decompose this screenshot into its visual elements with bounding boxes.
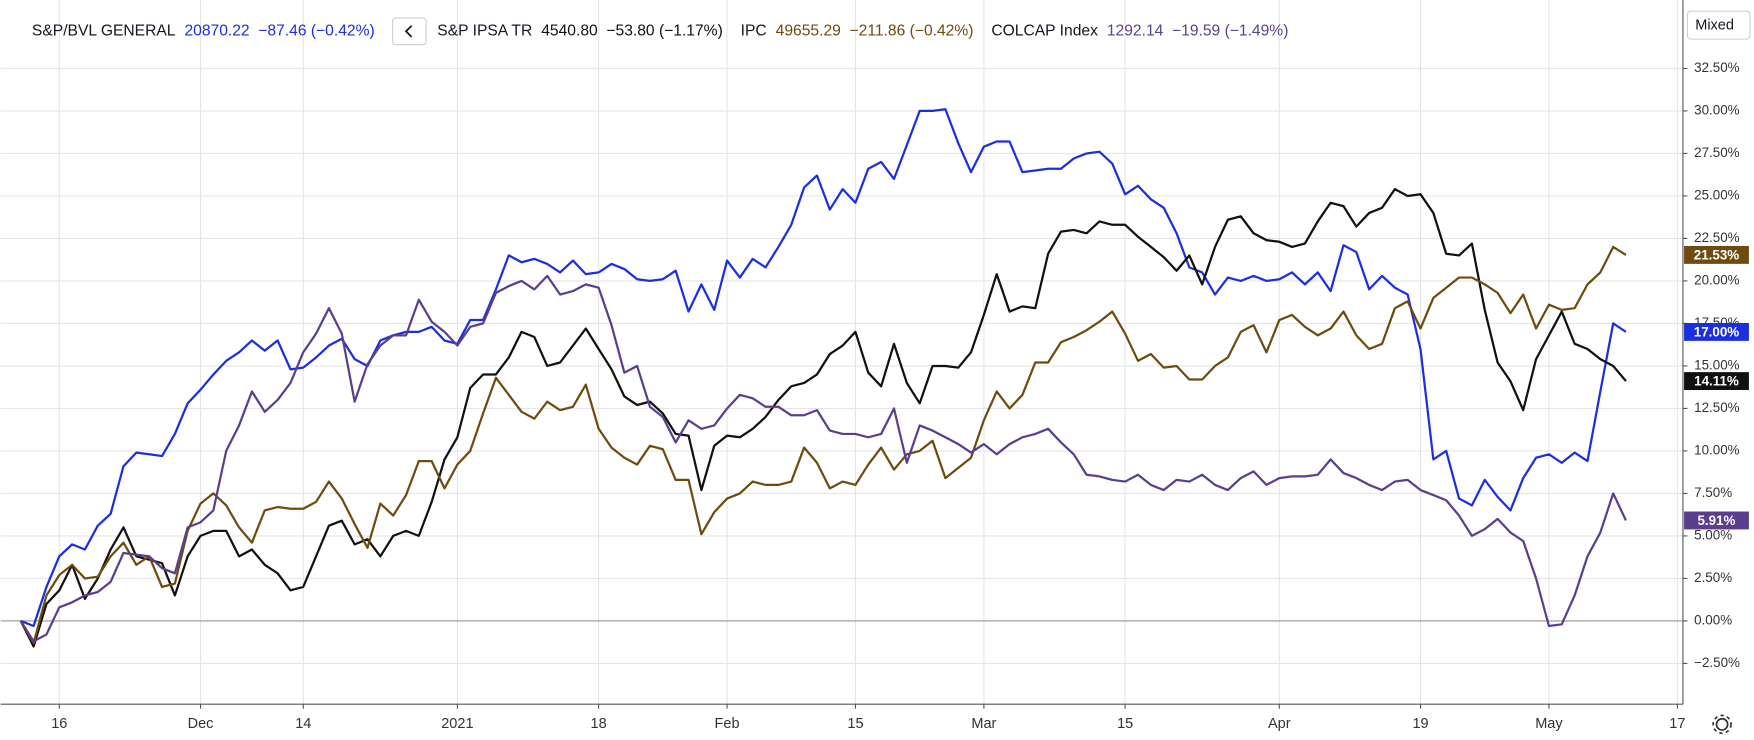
mode-button[interactable] [1686,10,1751,40]
last-value-badge [1684,322,1749,341]
legend-quote: 1292.14 −19.59 (−1.49%) [1107,22,1289,39]
x-tick-label: 15 [1117,716,1133,732]
last-value-badge [1684,511,1749,530]
last-value-label: 14.11% [1694,374,1739,389]
legend-name[interactable]: IPC [741,22,767,39]
x-tick-label: May [1535,716,1563,732]
x-tick-label: 15 [847,716,863,732]
legend-quote: 4540.80 −53.80 (−1.17%) [541,22,723,39]
y-tick-label: 2.50% [1694,570,1732,585]
y-tick-label: −2.50% [1694,655,1740,670]
x-tick-label: 18 [591,716,607,732]
x-tick-label: 17 [1669,716,1685,732]
x-tick-label: 16 [51,716,67,732]
legend-name[interactable]: S&P/BVL GENERAL [32,22,176,39]
series-line [19,274,1627,643]
mode-dropdown[interactable]: Mixed [1686,10,1751,40]
x-tick-label: 19 [1412,716,1428,732]
y-tick-label: 27.50% [1694,145,1740,160]
axes: −2.50% 0.00% 2.50% 5.00% 7.50% 10.00% 12.50% 15… [51,60,1749,732]
last-value-badge [1684,245,1749,264]
y-tick-label: 30.00% [1694,102,1740,117]
last-value-badge [1684,372,1749,391]
x-tick-label: 2021 [441,716,473,732]
y-tick-label: 5.00% [1694,527,1732,542]
chevron-icon [404,25,413,38]
series-line [19,245,1627,645]
legend-quote: 20870.22 −87.46 (−0.42%) [184,22,374,39]
x-tick-label: Apr [1268,716,1291,732]
x-tick-label: 14 [295,716,311,732]
series-line [20,108,1627,628]
x-tick-label: Feb [715,716,740,732]
y-tick-label: 7.50% [1694,485,1732,500]
y-tick-label: 22.50% [1694,230,1740,245]
x-tick-label: Mar [971,716,996,732]
last-value-label: 21.53% [1694,248,1740,263]
legend-quote: 49655.29 −211.86 (−0.42%) [776,22,974,39]
settings-icon[interactable] [1712,714,1732,735]
series-line [19,188,1627,648]
y-tick-label: 32.50% [1694,60,1740,75]
y-tick-label: 20.00% [1694,272,1740,287]
legend-name[interactable]: COLCAP Index [991,22,1098,39]
last-value-label: 17.00% [1694,325,1740,340]
collapse-button[interactable] [392,17,427,46]
x-tick-label: Dec [188,716,214,732]
mode-label: Mixed [1695,18,1734,34]
legend-name[interactable]: S&P IPSA TR [437,22,532,39]
y-tick-label: 25.00% [1694,187,1740,202]
last-value-label: 5.91% [1697,513,1735,528]
gear-outer [1712,714,1732,735]
legend: S&P/BVL GENERAL 20870.22 −87.46 (−0.42%) S… [32,17,1289,46]
y-tick-label: 12.50% [1694,400,1740,415]
y-tick-label: 0.00% [1694,612,1732,627]
y-tick-label: 15.00% [1694,357,1740,372]
y-tick-label: 10.00% [1694,442,1740,457]
plot [19,108,1627,648]
gear-inner [1715,717,1729,731]
